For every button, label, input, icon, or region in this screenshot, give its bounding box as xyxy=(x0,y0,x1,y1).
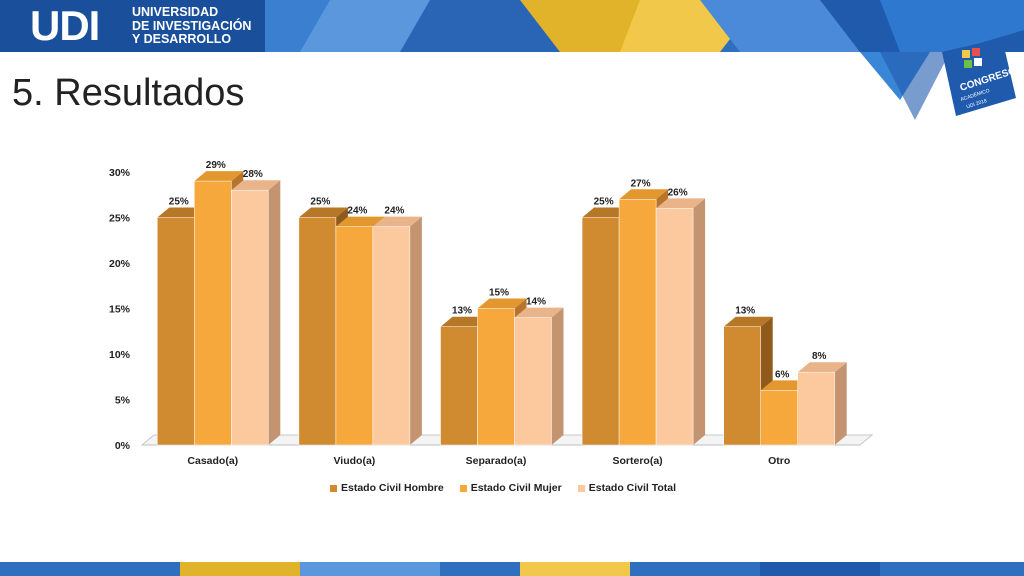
slide-title: 5. Resultados xyxy=(12,72,245,114)
bar xyxy=(655,208,694,446)
bar-top xyxy=(656,198,706,209)
data-label: 14% xyxy=(526,297,546,308)
x-tick-label: Sortero(a) xyxy=(613,455,663,467)
bar xyxy=(618,199,657,446)
data-label: 29% xyxy=(206,160,226,171)
logo-block: UDI UNIVERSIDAD DE INVESTIGACIÓN Y DESAR… xyxy=(0,0,265,52)
bar-top xyxy=(372,216,422,227)
x-tick-label: Viudo(a) xyxy=(333,455,375,467)
data-label: 15% xyxy=(489,288,509,299)
bar-side xyxy=(693,198,706,445)
congreso-logo: CONGRESO ACADÉMICO UDI 2018 xyxy=(942,38,1018,116)
bar-top xyxy=(723,316,773,327)
university-line-1: UNIVERSIDAD xyxy=(132,5,219,19)
data-label: 24% xyxy=(384,206,404,217)
chart-legend: Estado Civil Hombre Estado Civil Mujer E… xyxy=(330,482,676,494)
bar xyxy=(477,308,515,446)
bar-side xyxy=(834,362,847,445)
legend-item-hombre: Estado Civil Hombre xyxy=(330,482,444,494)
y-tick-label: 20% xyxy=(109,258,131,270)
bar xyxy=(581,217,620,446)
congreso-badge: CONGRESO ACADÉMICO UDI 2018 xyxy=(930,38,1018,120)
bar-top xyxy=(335,216,385,227)
bar-top xyxy=(298,207,348,218)
legend-label-hombre: Estado Civil Hombre xyxy=(341,482,444,494)
header-banner: UDI UNIVERSIDAD DE INVESTIGACIÓN Y DESAR… xyxy=(0,0,1024,52)
bottom-stripe xyxy=(0,562,1024,576)
bar xyxy=(298,217,337,446)
legend-item-mujer: Estado Civil Mujer xyxy=(459,482,562,494)
y-tick-label: 5% xyxy=(115,395,131,407)
data-label: 25% xyxy=(310,197,330,208)
bar-top xyxy=(194,171,244,182)
bar-side xyxy=(268,180,281,445)
data-label: 25% xyxy=(594,197,614,208)
y-tick-label: 0% xyxy=(115,440,131,452)
legend-label-total: Estado Civil Total xyxy=(588,482,677,494)
university-line-2: DE INVESTIGACIÓN xyxy=(132,18,252,33)
bar xyxy=(514,317,552,446)
udi-logo: UDI xyxy=(30,2,100,49)
legend-label-mujer: Estado Civil Mujer xyxy=(470,482,562,494)
data-label: 27% xyxy=(631,178,651,189)
x-tick-label: Casado(a) xyxy=(187,455,238,467)
bar xyxy=(372,226,411,446)
legend-swatch-total xyxy=(577,484,585,492)
bar xyxy=(194,180,232,446)
bar-chart: 0% 5% 10% 15% 20% 25% 30% 25% 29% 28% Casado(a) 25%… xyxy=(109,160,874,467)
y-tick-label: 25% xyxy=(109,213,131,225)
bar xyxy=(335,226,374,446)
y-tick-label: 30% xyxy=(109,167,131,179)
bar xyxy=(231,189,269,446)
data-label: 28% xyxy=(243,169,263,180)
corner-decoration xyxy=(860,52,950,120)
data-label: 26% xyxy=(668,187,688,198)
y-tick-label: 15% xyxy=(109,304,131,316)
bar-side xyxy=(551,307,564,445)
bar-top xyxy=(231,180,281,191)
bar xyxy=(440,326,478,446)
bar xyxy=(760,390,798,446)
y-tick-label: 10% xyxy=(109,349,131,361)
data-label: 13% xyxy=(735,306,755,317)
bar-top xyxy=(477,298,527,309)
university-line-3: Y DESARROLLO xyxy=(132,32,232,46)
bar-top xyxy=(514,307,564,318)
legend-swatch-hombre xyxy=(330,484,337,492)
university-name: UNIVERSIDAD DE INVESTIGACIÓN Y DESARROLL… xyxy=(132,5,252,47)
data-label: 6% xyxy=(775,369,790,380)
data-label: 8% xyxy=(812,351,827,362)
bar xyxy=(157,217,195,446)
bar xyxy=(723,326,761,446)
bar-top xyxy=(797,362,847,373)
bar-side xyxy=(409,216,422,445)
x-tick-label: Separado(a) xyxy=(466,455,527,467)
legend-swatch-mujer xyxy=(459,484,467,492)
bar-top xyxy=(619,189,669,200)
x-tick-label: Otro xyxy=(768,455,790,467)
bar xyxy=(797,371,835,446)
data-label: 13% xyxy=(452,306,472,317)
data-label: 24% xyxy=(347,206,367,217)
banner-decoration xyxy=(0,0,1024,52)
legend-item-total: Estado Civil Total xyxy=(577,482,677,494)
data-label: 25% xyxy=(169,197,189,208)
